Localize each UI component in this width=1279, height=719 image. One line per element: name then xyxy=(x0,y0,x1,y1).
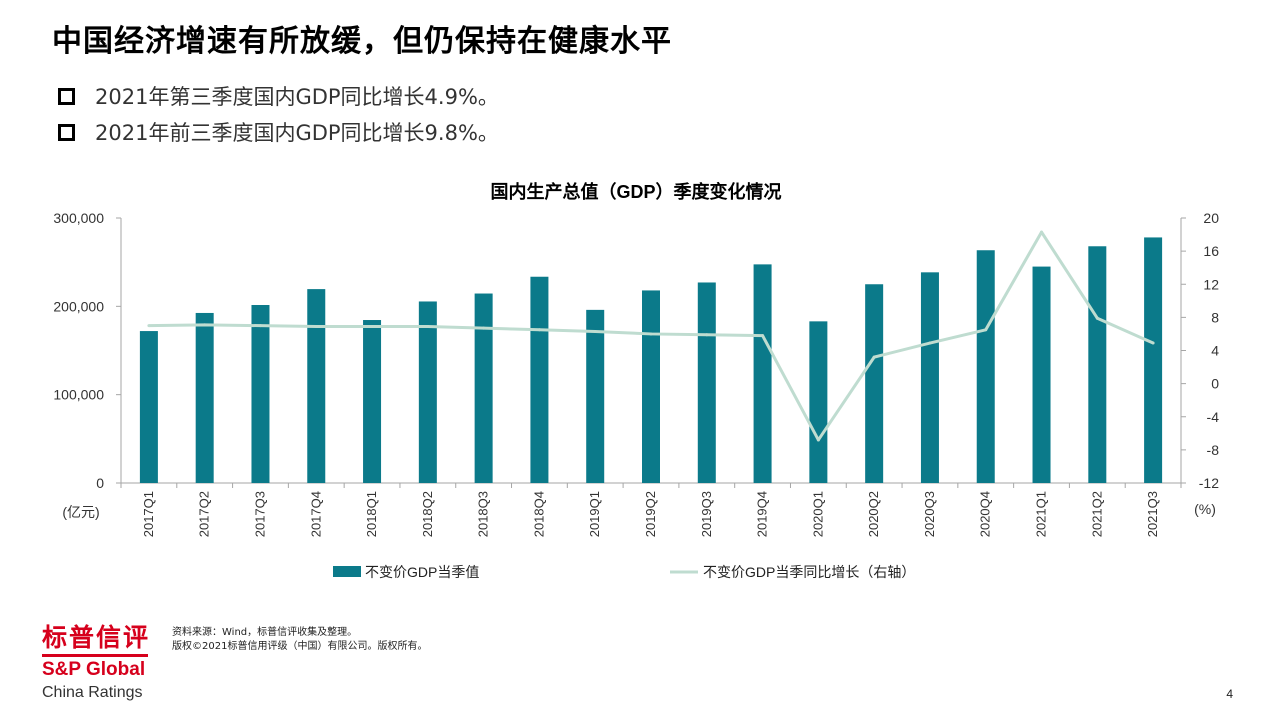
line-point-2021Q3 xyxy=(1151,341,1155,345)
x-tick-label: 2021Q2 xyxy=(1089,491,1104,537)
line-point-2021Q2 xyxy=(1095,316,1099,320)
bar-2019Q3 xyxy=(697,282,716,483)
y-right-unit: (%) xyxy=(1194,501,1216,517)
bar-2020Q3 xyxy=(920,272,939,483)
x-tick-label: 2018Q3 xyxy=(476,491,491,537)
x-tick-label: 2017Q4 xyxy=(308,491,323,537)
line-point-2017Q1 xyxy=(147,324,151,328)
bar-2018Q1 xyxy=(363,320,382,483)
bar-2018Q2 xyxy=(418,301,437,483)
gdp-chart: 国内生产总值（GDP）季度变化情况 0 100,000 200,000 300,000… xyxy=(53,181,1219,580)
x-tick-label: 2019Q3 xyxy=(699,491,714,537)
y-right-tick-label: 4 xyxy=(1211,343,1219,359)
line-point-2018Q1 xyxy=(370,324,374,328)
brand-logo-sub: China Ratings xyxy=(42,684,143,701)
line-point-2019Q3 xyxy=(705,333,709,337)
checkbox-square-icon xyxy=(58,87,75,105)
y-right-tick-label: 12 xyxy=(1203,276,1219,292)
bar-2021Q1 xyxy=(1032,266,1051,483)
bar-2017Q4 xyxy=(307,289,326,483)
bullet-list: 2021年第三季度国内GDP同比增长4.9%。 2021年前三季度国内GDP同比… xyxy=(58,78,499,150)
y-right-tick-label: 16 xyxy=(1203,243,1219,259)
y-right-tick-label: -4 xyxy=(1207,409,1220,425)
slide-title: 中国经济增速有所放缓，但仍保持在健康水平 xyxy=(52,24,672,59)
y-left-tick-label: 100,000 xyxy=(53,387,104,403)
x-tick-label: 2018Q1 xyxy=(364,491,379,537)
x-tick-label: 2018Q4 xyxy=(531,491,546,537)
y-right-tick-label: 8 xyxy=(1211,309,1219,325)
bar-2017Q1 xyxy=(139,331,158,483)
x-tick-label: 2017Q3 xyxy=(252,491,267,537)
line-point-2019Q4 xyxy=(761,334,765,338)
x-tick-label: 2019Q2 xyxy=(643,491,658,537)
page-number: 4 xyxy=(1226,687,1233,701)
x-tick-label: 2021Q1 xyxy=(1034,491,1049,537)
bar-2020Q2 xyxy=(865,284,884,483)
line-point-2018Q2 xyxy=(426,324,430,328)
line-point-2018Q4 xyxy=(537,328,541,332)
y-right-tick-label: 20 xyxy=(1203,210,1219,226)
legend-bar-label: 不变价GDP当季值 xyxy=(365,564,479,580)
line-point-2019Q2 xyxy=(649,332,653,336)
x-tick-label: 2020Q4 xyxy=(978,491,993,537)
y-right-tick-label: -8 xyxy=(1207,442,1220,458)
bullet-item: 2021年前三季度国内GDP同比增长9.8%。 xyxy=(58,114,499,150)
x-tick-label: 2021Q3 xyxy=(1145,491,1160,537)
bar-2020Q1 xyxy=(809,321,828,483)
x-tick-label: 2020Q2 xyxy=(866,491,881,537)
chart-axes: 0 100,000 200,000 300,000 -12 -8 -4 0 4 8 12 16 20 (亿… xyxy=(53,210,1219,520)
y-left-unit: (亿元) xyxy=(62,504,99,520)
bullet-item: 2021年第三季度国内GDP同比增长4.9%。 xyxy=(58,78,499,114)
chart-legend: 不变价GDP当季值 不变价GDP当季同比增长（右轴） xyxy=(333,564,915,580)
bar-2021Q2 xyxy=(1088,246,1107,483)
line-point-2019Q1 xyxy=(593,329,597,333)
copyright-line: 版权©2021标普信用评级（中国）有限公司。版权所有。 xyxy=(172,641,428,652)
x-axis-labels: 2017Q1 2017Q2 2017Q3 2017Q4 2018Q1 2018Q2 2018… xyxy=(141,491,1160,537)
brand-logo-cn: 标普信评 xyxy=(42,623,151,652)
line-point-2020Q3 xyxy=(928,341,932,345)
x-tick-label: 2018Q2 xyxy=(420,491,435,537)
bar-2018Q4 xyxy=(530,276,549,483)
line-series xyxy=(147,230,1155,442)
bar-series xyxy=(139,237,1163,483)
y-left-tick-label: 0 xyxy=(96,475,104,491)
bar-2019Q1 xyxy=(586,309,605,483)
x-tick-label: 2017Q1 xyxy=(141,491,156,537)
y-right-tick-label: 0 xyxy=(1211,376,1219,392)
y-left-tick-label: 300,000 xyxy=(53,210,104,226)
line-point-2017Q2 xyxy=(203,323,207,327)
x-tick-label: 2019Q1 xyxy=(587,491,602,537)
bar-2017Q3 xyxy=(251,305,270,483)
line-point-2017Q3 xyxy=(258,324,262,328)
line-point-2021Q1 xyxy=(1040,230,1044,234)
bar-2021Q3 xyxy=(1144,237,1163,483)
line-point-2020Q2 xyxy=(872,355,876,359)
source-line: 资料来源：Wind，标普信评收集及整理。 xyxy=(172,627,358,638)
x-tick-label: 2020Q1 xyxy=(810,491,825,537)
bullet-text: 2021年前三季度国内GDP同比增长9.8%。 xyxy=(95,121,499,145)
line-point-2020Q4 xyxy=(984,328,988,332)
x-tick-label: 2019Q4 xyxy=(755,491,770,537)
checkbox-square-icon xyxy=(58,123,75,141)
bar-2019Q4 xyxy=(753,264,772,483)
bar-2017Q2 xyxy=(195,312,214,483)
line-point-2018Q3 xyxy=(482,326,486,330)
x-tick-label: 2020Q3 xyxy=(922,491,937,537)
legend-bar-swatch xyxy=(333,566,361,577)
source-note: 资料来源：Wind，标普信评收集及整理。 版权©2021标普信用评级（中国）有限… xyxy=(172,626,427,654)
bar-2018Q3 xyxy=(474,293,493,483)
line-point-2017Q4 xyxy=(314,324,318,328)
line-point-2020Q1 xyxy=(816,438,820,442)
brand-logo-rule xyxy=(42,654,148,657)
bar-2020Q4 xyxy=(976,250,995,483)
x-tick-label: 2017Q2 xyxy=(197,491,212,537)
chart-title: 国内生产总值（GDP）季度变化情况 xyxy=(490,181,781,202)
y-right-tick-label: -12 xyxy=(1199,475,1219,491)
brand-logo-en: S&P Global xyxy=(42,659,146,680)
bullet-text: 2021年第三季度国内GDP同比增长4.9%。 xyxy=(95,85,499,109)
y-left-tick-label: 200,000 xyxy=(53,298,104,314)
legend-line-label: 不变价GDP当季同比增长（右轴） xyxy=(703,564,915,580)
bar-2019Q2 xyxy=(642,290,660,483)
